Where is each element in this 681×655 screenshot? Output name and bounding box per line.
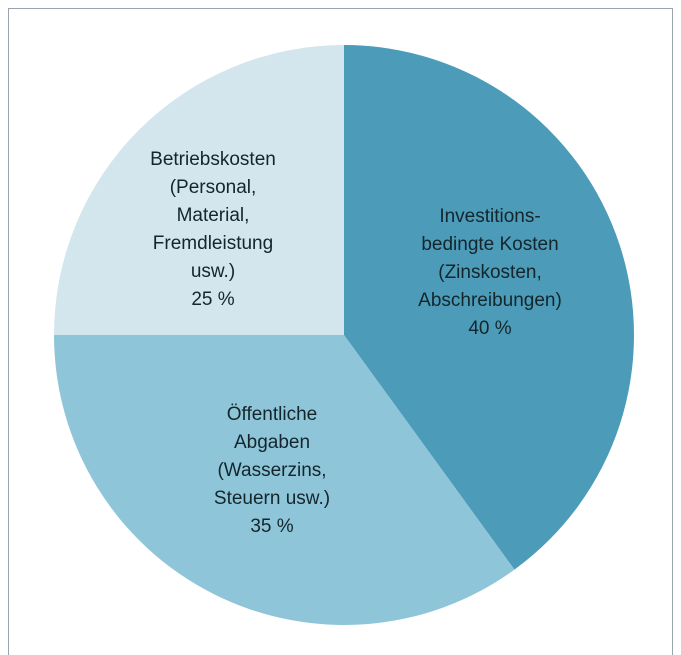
slice-label: (Zinskosten, xyxy=(438,262,541,283)
slice-label: Material, xyxy=(177,205,250,226)
frame xyxy=(8,8,673,655)
value-label: 35 % xyxy=(250,516,293,537)
slice-label: Investitions- xyxy=(439,206,540,227)
value-label: 25 % xyxy=(191,289,234,310)
slice-label: (Personal, xyxy=(170,177,257,198)
slice-label: Abschreibungen) xyxy=(418,290,562,311)
value-label: 40 % xyxy=(468,318,511,339)
slice-label: bedingte Kosten xyxy=(421,234,558,255)
slice-label: Fremdleistung xyxy=(153,233,273,254)
pie-slice xyxy=(54,45,344,335)
slice-label: (Wasserzins, xyxy=(217,460,326,481)
slice-label: Öffentliche xyxy=(227,404,317,425)
slice-label: Betriebskosten xyxy=(150,149,276,170)
slice-label: usw.) xyxy=(191,261,235,282)
slice-label: Steuern usw.) xyxy=(214,488,330,509)
slice-label: Abgaben xyxy=(234,432,310,453)
pie-slice xyxy=(54,335,515,625)
pie-slice xyxy=(344,45,634,570)
